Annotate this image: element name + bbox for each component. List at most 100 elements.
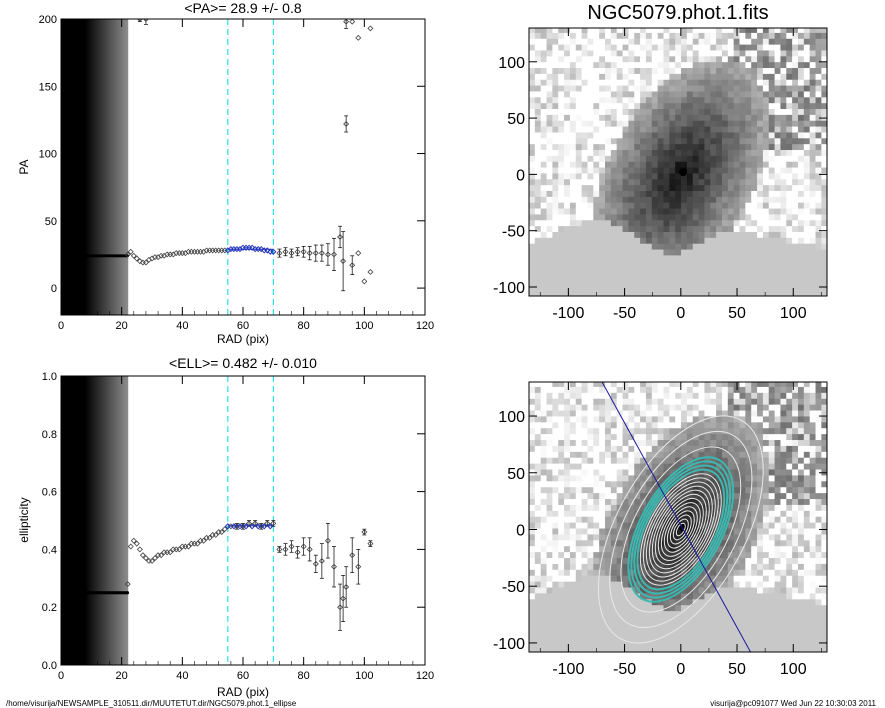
image-pixel	[815, 85, 822, 92]
image-pixel	[534, 587, 542, 594]
image-pixel	[762, 539, 770, 547]
gradient-band	[106, 376, 109, 665]
image-pixel	[739, 237, 746, 244]
image-pixel	[815, 173, 822, 180]
galaxy-image-panel: NGC5079.phot.1.fits -100 -50 0 50 100100500-…	[493, 2, 828, 322]
image-pixel	[774, 231, 781, 238]
image-pixel	[675, 108, 682, 115]
image-pixel	[529, 249, 536, 256]
image-pixel	[569, 587, 577, 594]
image-pixel	[534, 272, 542, 279]
image-pixel	[727, 196, 735, 203]
image-pixel	[757, 382, 764, 387]
gradient-band	[101, 19, 104, 315]
image-pixel	[686, 184, 694, 192]
image-pixel	[727, 480, 735, 488]
image-pixel	[821, 219, 827, 227]
image-pixel	[546, 167, 553, 174]
image-pixel	[733, 178, 740, 186]
image-pixel	[815, 114, 822, 121]
image-pixel	[681, 196, 688, 203]
image-pixel	[721, 646, 729, 652]
image-pixel	[774, 522, 781, 529]
image-pixel	[681, 190, 688, 197]
image-pixel	[792, 290, 799, 296]
image-pixel	[704, 421, 711, 429]
image-pixel	[622, 225, 629, 232]
image-pixel	[575, 587, 583, 594]
image-pixel	[645, 255, 653, 262]
image-pixel	[710, 421, 717, 429]
image-pixel	[669, 196, 676, 203]
image-pixel	[634, 155, 641, 162]
image-pixel	[605, 528, 612, 535]
image-pixel	[669, 91, 676, 98]
image-pixel	[534, 522, 542, 529]
image-pixel	[704, 398, 711, 405]
image-pixel	[716, 67, 723, 74]
image-pixel	[675, 249, 682, 256]
image-pixel	[768, 445, 775, 452]
image-pixel	[534, 492, 542, 500]
image-pixel	[616, 85, 623, 92]
image-pixel	[721, 190, 729, 197]
image-pixel	[686, 126, 694, 133]
image-pixel	[558, 155, 565, 162]
image-pixel	[704, 386, 711, 393]
image-pixel	[721, 143, 729, 151]
image-pixel	[616, 50, 623, 57]
galaxy-core	[679, 168, 688, 177]
image-pixel	[803, 290, 811, 296]
image-pixel	[815, 149, 822, 156]
image-pixel	[645, 486, 653, 494]
image-pixel	[587, 634, 594, 641]
image-pixel	[663, 167, 670, 174]
image-pixel	[546, 137, 553, 145]
image-pixel	[581, 575, 588, 582]
image-pixel	[745, 634, 752, 641]
image-pixel	[739, 463, 746, 470]
image-pixel	[581, 480, 588, 488]
image-pixel	[546, 225, 553, 232]
image-pixel	[581, 102, 588, 110]
image-pixel	[757, 137, 764, 145]
image-pixel	[540, 569, 547, 576]
image-pixel	[645, 410, 653, 417]
image-pixel	[605, 563, 612, 570]
image-pixel	[675, 67, 682, 74]
image-pixel	[739, 290, 746, 296]
image-pixel	[575, 593, 583, 600]
image-pixel	[663, 155, 670, 162]
image-pixel	[721, 445, 729, 452]
image-pixel	[739, 137, 746, 145]
image-pixel	[692, 534, 699, 541]
image-pixel	[751, 598, 758, 606]
image-pixel	[762, 38, 770, 45]
image-pixel	[698, 386, 705, 393]
gradient-band	[80, 376, 83, 665]
image-pixel	[803, 32, 811, 39]
image-pixel	[569, 404, 577, 411]
image-pixel	[564, 575, 571, 582]
image-pixel	[675, 132, 682, 139]
image-pixel	[692, 32, 699, 39]
data-point	[130, 537, 137, 544]
pa-xlabel: RAD (pix)	[217, 332, 269, 346]
image-pixel	[710, 628, 717, 635]
image-pixel	[686, 398, 694, 405]
image-pixel	[599, 504, 606, 511]
image-pixel	[710, 634, 717, 641]
image-pixel	[745, 32, 752, 39]
image-pixel	[774, 439, 781, 446]
image-pixel	[716, 114, 723, 121]
image-pixel	[745, 516, 752, 523]
image-pixel	[645, 463, 653, 470]
image-pixel	[669, 167, 676, 174]
image-pixel	[610, 604, 618, 612]
image-pixel	[581, 386, 588, 393]
image-pixel	[745, 610, 752, 618]
data-point	[142, 259, 149, 266]
image-pixel	[757, 278, 764, 285]
image-pixel	[540, 249, 547, 256]
image-pixel	[757, 102, 764, 110]
